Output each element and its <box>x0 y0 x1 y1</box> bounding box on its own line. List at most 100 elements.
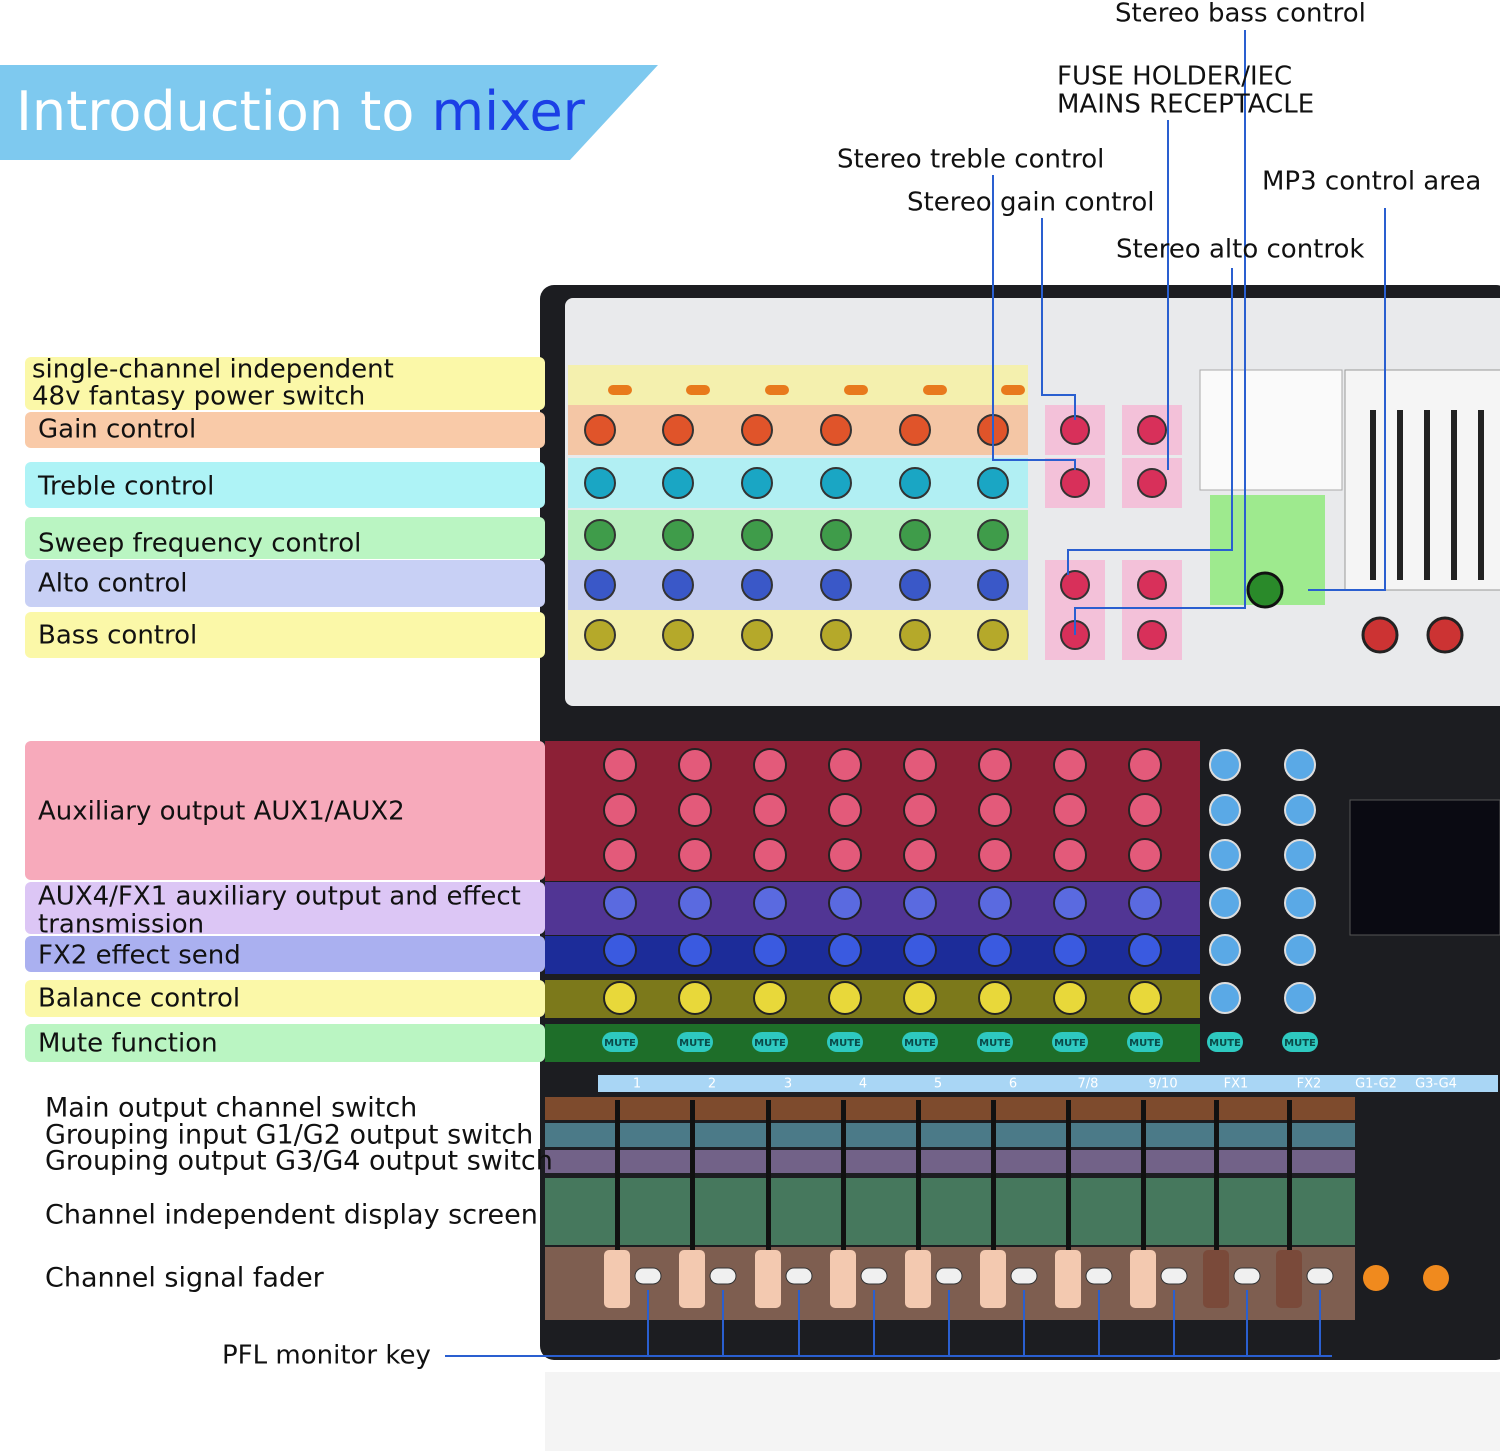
knob <box>1209 839 1241 871</box>
knob <box>1209 982 1241 1014</box>
lower-band <box>545 1150 1355 1173</box>
pfl-button <box>935 1267 963 1285</box>
knob <box>903 981 937 1015</box>
knob <box>828 933 862 967</box>
pfl-button <box>1085 1267 1113 1285</box>
knob <box>820 519 852 551</box>
mute-label: MUTE <box>1284 1038 1316 1049</box>
knob <box>753 981 787 1015</box>
knob <box>741 569 773 601</box>
knob <box>1284 839 1316 871</box>
knob <box>678 981 712 1015</box>
phantom-switch <box>923 385 947 395</box>
knob <box>1128 838 1162 872</box>
component-label: Stereo treble control <box>837 145 1104 175</box>
knob <box>584 569 616 601</box>
title: Introduction to mixer <box>16 80 586 143</box>
fader-slot <box>916 1100 921 1280</box>
component-label: Stereo alto controk <box>1116 235 1364 265</box>
mute-button <box>1282 1032 1318 1052</box>
label-band <box>25 980 545 1017</box>
channel-band <box>568 405 1028 455</box>
eq-slider <box>1397 410 1403 580</box>
eq-slider <box>1478 410 1484 580</box>
knob <box>741 467 773 499</box>
knob <box>903 793 937 827</box>
label-band <box>25 462 545 508</box>
strip-label: 6 <box>1009 1077 1017 1092</box>
knob <box>584 619 616 651</box>
knob <box>1053 838 1087 872</box>
fader-cap <box>1363 1265 1389 1291</box>
knob <box>978 748 1012 782</box>
strip-label: FX2 <box>1297 1077 1322 1092</box>
knob <box>978 886 1012 920</box>
knob <box>1128 748 1162 782</box>
strip-label: 2 <box>708 1077 716 1092</box>
knob <box>820 619 852 651</box>
knob <box>1053 933 1087 967</box>
knob <box>1053 793 1087 827</box>
channel-band <box>568 510 1028 560</box>
knob <box>828 981 862 1015</box>
label-band <box>25 612 545 658</box>
mute-button <box>827 1032 863 1052</box>
knob <box>741 619 773 651</box>
knob <box>903 748 937 782</box>
knob <box>1128 886 1162 920</box>
knob <box>753 748 787 782</box>
pfl-button <box>1233 1267 1261 1285</box>
knob <box>584 467 616 499</box>
knob <box>603 748 637 782</box>
fader-slot <box>1141 1100 1146 1280</box>
knob <box>820 467 852 499</box>
mute-label: MUTE <box>979 1038 1011 1049</box>
phantom-switch <box>1001 385 1025 395</box>
mute-label: MUTE <box>1054 1038 1086 1049</box>
lower-band <box>545 980 1200 1018</box>
knob <box>603 838 637 872</box>
title-banner <box>0 65 658 160</box>
effect-list <box>1199 369 1343 491</box>
fader-cap <box>1276 1250 1302 1308</box>
knob <box>977 467 1009 499</box>
knob <box>1137 468 1167 498</box>
strip-label: G3-G4 <box>1415 1077 1457 1092</box>
knob <box>899 569 931 601</box>
strip-label: 4 <box>859 1077 867 1092</box>
knob <box>678 748 712 782</box>
mute-button <box>902 1032 938 1052</box>
fader-cap <box>905 1250 931 1308</box>
knob <box>678 838 712 872</box>
knob <box>1209 887 1241 919</box>
knob <box>899 619 931 651</box>
knob <box>1137 620 1167 650</box>
knob <box>828 838 862 872</box>
graphic-eq <box>1344 369 1500 591</box>
lower-band <box>545 882 1200 935</box>
component-label: Channel independent display screen <box>45 1200 538 1231</box>
knob <box>662 467 694 499</box>
component-label: Gain control <box>38 415 196 445</box>
knob <box>1060 468 1090 498</box>
knob <box>820 414 852 446</box>
mute-label: MUTE <box>679 1038 711 1049</box>
strip-label: 3 <box>784 1077 792 1092</box>
fader-cap <box>1423 1265 1449 1291</box>
component-label: FUSE HOLDER/IEC <box>1057 62 1292 92</box>
label-band <box>25 560 545 607</box>
knob <box>1060 415 1090 445</box>
fader-slot <box>1287 1100 1292 1280</box>
knob <box>753 933 787 967</box>
knob <box>584 519 616 551</box>
knob <box>828 886 862 920</box>
fader-cap <box>1203 1250 1229 1308</box>
mute-button <box>752 1032 788 1052</box>
component-label: Grouping input G1/G2 output switch <box>45 1120 533 1151</box>
component-label: Main output channel switch <box>45 1093 417 1124</box>
knob <box>899 414 931 446</box>
knob <box>753 793 787 827</box>
reflection <box>545 1372 1500 1451</box>
fader-cap <box>830 1250 856 1308</box>
strip-label: FX1 <box>1224 1077 1249 1092</box>
